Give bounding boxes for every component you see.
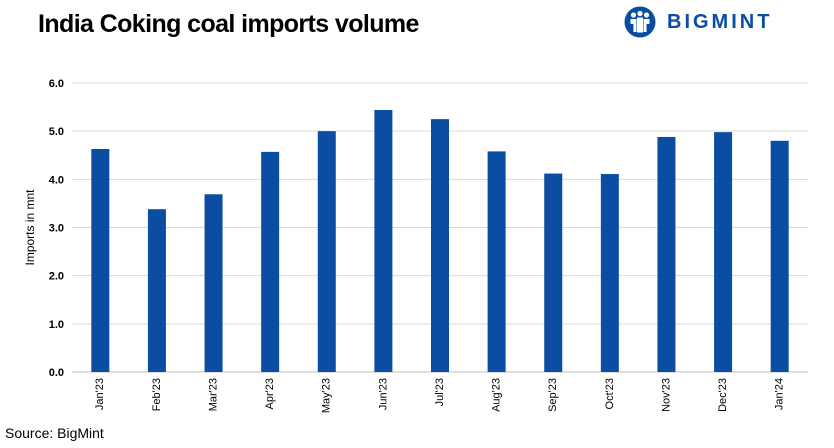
bar <box>544 173 563 372</box>
bar <box>431 119 449 372</box>
source-note: Source: BigMint <box>5 425 104 441</box>
bar <box>91 148 110 372</box>
y-tick-label: 0.0 <box>49 367 64 379</box>
y-axis-title: Imports in mnt <box>23 189 37 266</box>
x-tick-label: Jul'23 <box>434 378 446 406</box>
x-tick-label: Dec'23 <box>717 378 729 412</box>
bar <box>770 140 789 372</box>
bar <box>714 132 733 372</box>
x-tick-label: Sep'23 <box>547 378 559 412</box>
chart-title: India Coking coal imports volume <box>38 10 419 38</box>
y-tick-label: 4.0 <box>49 174 64 186</box>
y-tick-label: 3.0 <box>49 223 64 235</box>
y-tick-label: 5.0 <box>49 126 64 138</box>
x-tick-label: Oct'23 <box>604 378 616 409</box>
bar <box>487 151 506 372</box>
x-tick-label: Aug'23 <box>491 378 503 412</box>
bar <box>147 209 166 372</box>
x-tick-label: Jan'24 <box>774 378 786 410</box>
y-tick-label: 1.0 <box>49 319 64 331</box>
bar <box>261 151 280 372</box>
y-tick-label: 2.0 <box>49 271 64 283</box>
x-tick-label: Feb'23 <box>151 378 163 411</box>
x-tick-label: May'23 <box>321 378 333 413</box>
bar <box>374 109 393 373</box>
x-tick-label: Jun'23 <box>377 378 389 410</box>
x-tick-label: Mar'23 <box>207 378 219 411</box>
x-tick-label: Jan'23 <box>94 378 106 410</box>
bar <box>317 131 336 372</box>
brand-logo: BIGMINT <box>623 5 772 39</box>
x-tick-label: Apr'23 <box>264 378 276 409</box>
y-tick-label: 6.0 <box>49 78 64 90</box>
bar <box>657 136 676 372</box>
brand-name: BIGMINT <box>667 10 773 33</box>
x-tick-label: Nov'23 <box>660 378 672 412</box>
bigmint-logo-icon <box>624 6 656 38</box>
bar <box>204 194 223 372</box>
bar <box>600 174 619 372</box>
